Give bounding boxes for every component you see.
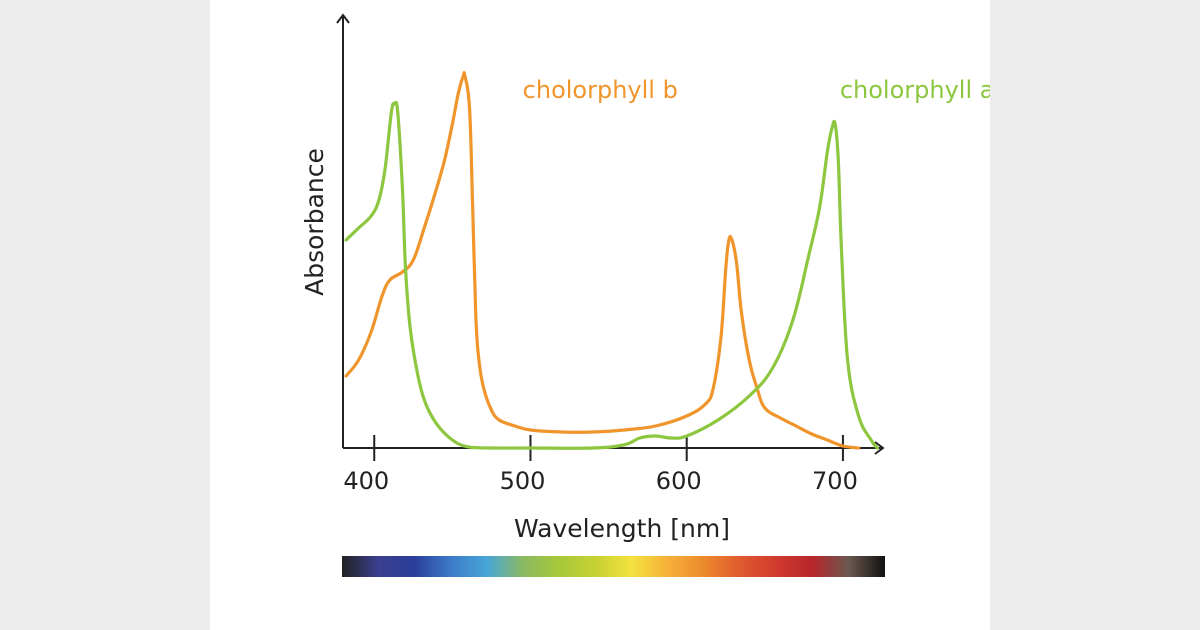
x-tick-label-500: 500 [500, 467, 546, 495]
x-axis-arrow [874, 441, 885, 455]
x-tick-label-600: 600 [656, 467, 702, 495]
spectrum-bar [342, 556, 885, 577]
series-line-chlorophyll-b [344, 71, 861, 450]
chart-panel: 400 500 600 700 cholorphyll b cholorphyll a… [210, 0, 990, 630]
x-axis-label: Wavelength [nm] [514, 514, 730, 543]
x-tick-label-400: 400 [343, 467, 389, 495]
x-tick-label-700: 700 [812, 467, 858, 495]
x-ticks: 400 500 600 700 [343, 435, 858, 495]
y-axis-label: Absorbance [300, 148, 329, 296]
y-axis-arrow [336, 13, 350, 24]
absorbance-chart: 400 500 600 700 cholorphyll b cholorphyll a… [300, 13, 990, 577]
series-line-chlorophyll-a [344, 100, 879, 450]
series-label-chlorophyll-b: cholorphyll b [523, 76, 678, 104]
series-label-chlorophyll-a: cholorphyll a [840, 76, 990, 104]
